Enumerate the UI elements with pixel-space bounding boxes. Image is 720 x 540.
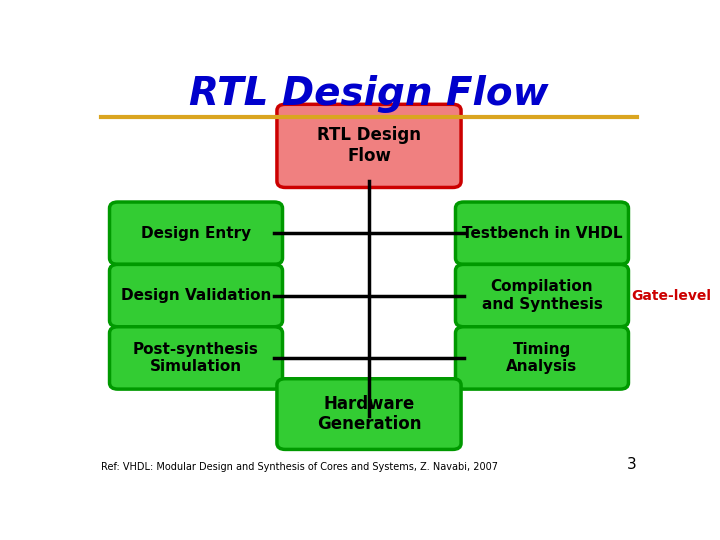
Text: Ref: VHDL: Modular Design and Synthesis of Cores and Systems, Z. Navabi, 2007: Ref: VHDL: Modular Design and Synthesis …	[101, 462, 498, 472]
FancyBboxPatch shape	[109, 327, 282, 389]
Text: Design Entry: Design Entry	[141, 226, 251, 241]
FancyBboxPatch shape	[277, 379, 461, 449]
FancyBboxPatch shape	[456, 202, 629, 265]
Text: Design Validation: Design Validation	[121, 288, 271, 303]
Text: 3: 3	[627, 457, 637, 472]
Text: Timing
Analysis: Timing Analysis	[506, 342, 577, 374]
Text: RTL Design Flow: RTL Design Flow	[189, 75, 549, 113]
FancyBboxPatch shape	[456, 327, 629, 389]
Text: RTL Design
Flow: RTL Design Flow	[317, 126, 421, 165]
Text: Gate-level: Gate-level	[631, 288, 711, 302]
FancyBboxPatch shape	[277, 104, 461, 187]
Text: Testbench in VHDL: Testbench in VHDL	[462, 226, 622, 241]
Text: Compilation
and Synthesis: Compilation and Synthesis	[482, 279, 603, 312]
FancyBboxPatch shape	[456, 265, 629, 327]
FancyBboxPatch shape	[109, 265, 282, 327]
FancyBboxPatch shape	[109, 202, 282, 265]
Text: Post-synthesis
Simulation: Post-synthesis Simulation	[133, 342, 259, 374]
Text: Hardware
Generation: Hardware Generation	[317, 395, 421, 434]
